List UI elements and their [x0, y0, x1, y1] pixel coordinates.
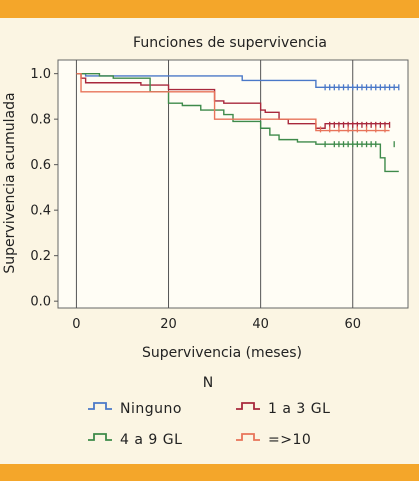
legend-title: N [203, 375, 213, 391]
tick-labels: 0 20 40 60 0.0 0.2 0.4 0.6 0.8 1.0 [30, 67, 361, 332]
series-2-1-a-3-gl-curve [76, 72, 390, 129]
legend-swatch-4 [236, 433, 260, 441]
x-tick-label: 60 [344, 317, 361, 332]
legend: Ninguno 1 a 3 GL 4 a 9 GL =>10 [88, 401, 330, 448]
plot-frame [57, 59, 409, 309]
series-4-10-curve [76, 72, 390, 132]
x-axis-label: Supervivencia (meses) [142, 345, 302, 361]
chart-title: Funciones de supervivencia [133, 35, 327, 51]
top-accent-band [0, 0, 419, 18]
y-tick-label: 0.6 [30, 158, 51, 173]
y-tick-label: 0.0 [30, 295, 51, 310]
y-tick-label: 0.4 [30, 204, 51, 219]
y-tick-label: 0.8 [30, 113, 51, 128]
x-tick-label: 0 [72, 317, 80, 332]
legend-label-4: =>10 [268, 432, 311, 448]
legend-label-3: 4 a 9 GL [120, 432, 182, 448]
legend-label-1: Ninguno [120, 401, 182, 417]
series-group [76, 72, 400, 173]
y-axis-label: Supervivencia acumulada [2, 92, 18, 273]
legend-swatch-3 [88, 433, 112, 441]
legend-swatch-2 [236, 402, 260, 410]
legend-label-2: 1 a 3 GL [268, 401, 330, 417]
x-tick-label: 40 [252, 317, 269, 332]
y-tick-label: 1.0 [30, 67, 51, 82]
x-tick-label: 20 [160, 317, 177, 332]
plot-area [57, 59, 409, 309]
legend-swatch-1 [88, 402, 112, 410]
bottom-accent-band [0, 464, 419, 481]
y-tick-label: 0.2 [30, 249, 51, 264]
